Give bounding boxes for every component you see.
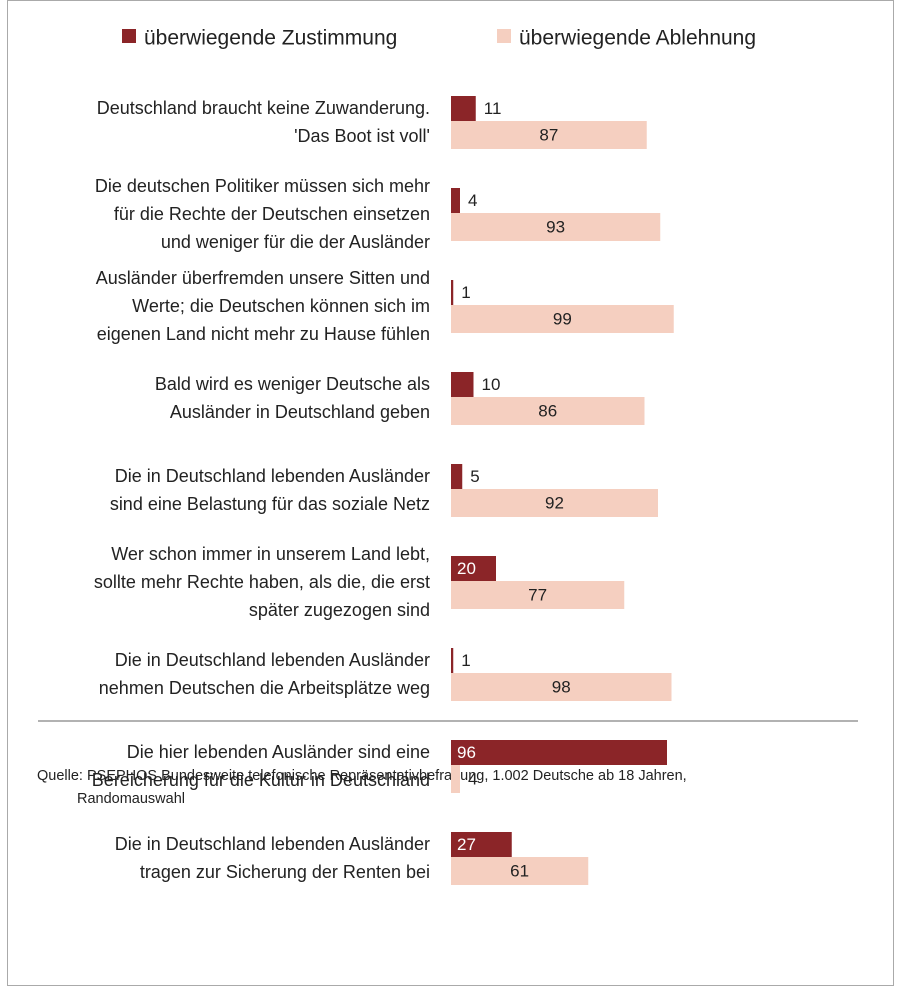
- bar: [451, 397, 645, 425]
- category-label: Die in Deutschland lebenden Ausländer: [115, 466, 430, 486]
- value-label: 4: [468, 191, 477, 210]
- category-label: Bald wird es weniger Deutsche als: [155, 374, 430, 394]
- value-label: 86: [538, 401, 557, 420]
- legend-swatch: [497, 29, 511, 43]
- bar: [451, 648, 454, 673]
- value-label: 92: [545, 493, 564, 512]
- value-label: 99: [553, 309, 572, 328]
- bar: [451, 188, 460, 213]
- source: Randomauswahl: [77, 791, 185, 807]
- category-label: Die hier lebenden Ausländer sind eine: [127, 742, 430, 762]
- bar: [451, 857, 589, 885]
- bar: [451, 213, 661, 241]
- legend-label: überwiegende Zustimmung: [144, 27, 397, 50]
- value-label: 77: [528, 585, 547, 604]
- bar: [451, 740, 667, 765]
- category-label: Wer schon immer in unserem Land lebt,: [111, 544, 430, 564]
- legend-label: überwiegende Ablehnung: [519, 27, 756, 50]
- value-label: 4: [468, 769, 477, 788]
- category-label: eigenen Land nicht mehr zu Hause fühlen: [97, 324, 430, 344]
- category-label: Die deutschen Politiker müssen sich mehr: [95, 176, 430, 196]
- bar: [451, 673, 672, 701]
- bar: [451, 765, 460, 793]
- bar: [451, 556, 496, 581]
- bar: [451, 832, 512, 857]
- bar: [451, 121, 647, 149]
- category-label: tragen zur Sicherung der Renten bei: [140, 862, 430, 882]
- category-label: und weniger für die der Ausländer: [161, 232, 430, 252]
- value-label: 98: [552, 677, 571, 696]
- value-label: 61: [510, 861, 529, 880]
- value-label: 87: [539, 125, 558, 144]
- bar: [451, 96, 476, 121]
- value-label: 5: [470, 467, 479, 486]
- bar: [451, 372, 474, 397]
- frame: [7, 0, 894, 986]
- value-label: 11: [484, 99, 502, 118]
- category-label: sind eine Belastung für das soziale Netz: [110, 494, 430, 514]
- value-label: 20: [457, 559, 476, 578]
- bar: [451, 581, 625, 609]
- value-label: 27: [457, 835, 476, 854]
- category-label: für die Rechte der Deutschen einsetzen: [114, 204, 430, 224]
- bar: [451, 464, 463, 489]
- bar: [451, 489, 658, 517]
- value-label: 96: [457, 743, 476, 762]
- value-label: 1: [461, 651, 470, 670]
- category-label: später zugezogen sind: [249, 600, 430, 620]
- category-label: Ausländer überfremden unsere Sitten und: [96, 268, 430, 288]
- category-label: Die in Deutschland lebenden Ausländer: [115, 834, 430, 854]
- value-label: 1: [461, 283, 470, 302]
- category-label: Werte; die Deutschen können sich im: [132, 296, 430, 316]
- category-label: Ausländer in Deutschland geben: [170, 402, 430, 422]
- category-label: 'Das Boot ist voll': [294, 126, 430, 146]
- bar: [451, 280, 454, 305]
- category-label: Die in Deutschland lebenden Ausländer: [115, 650, 430, 670]
- value-label: 10: [482, 375, 501, 394]
- category-label: nehmen Deutschen die Arbeitsplätze weg: [99, 678, 430, 698]
- category-label: sollte mehr Rechte haben, als die, die e…: [94, 572, 430, 592]
- source: Quelle: PSEPHOS Bundesweite telefonische…: [37, 768, 687, 784]
- bar: [451, 305, 674, 333]
- legend-swatch: [122, 29, 136, 43]
- category-label: Deutschland braucht keine Zuwanderung.: [97, 98, 430, 118]
- category-label: Bereicherung für die Kultur in Deutschla…: [92, 770, 430, 790]
- value-label: 93: [546, 217, 565, 236]
